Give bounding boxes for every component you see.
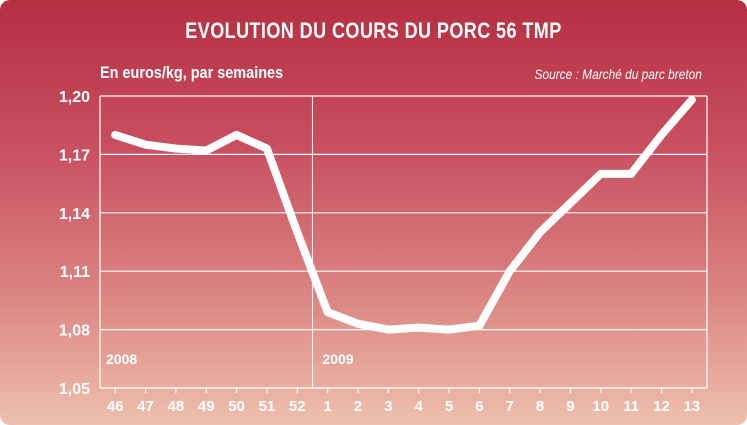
x-tick-label: 47 — [137, 398, 154, 415]
x-tick-label: 48 — [168, 398, 185, 415]
y-tick-label: 1,14 — [59, 206, 90, 223]
x-tick-label: 1 — [323, 398, 331, 415]
y-tick-label: 1,17 — [59, 147, 90, 164]
chart-title: EVOLUTION DU COURS DU PORC 56 TMP — [185, 18, 562, 43]
x-tick-label: 8 — [536, 398, 544, 415]
x-tick-label: 49 — [198, 398, 215, 415]
year-label: 2008 — [106, 351, 137, 367]
x-tick-label: 50 — [228, 398, 245, 415]
x-tick-label: 13 — [683, 398, 700, 415]
y-axis-unit-label: En euros/kg, par semaines — [100, 63, 284, 82]
x-tick-label: 2 — [354, 398, 362, 415]
source-label: Source : Marché du parc breton — [534, 66, 702, 82]
y-tick-label: 1,11 — [60, 264, 90, 281]
x-tick-label: 11 — [623, 398, 639, 415]
x-tick-label: 9 — [566, 398, 574, 415]
x-tick-label: 12 — [653, 398, 670, 415]
series-line — [111, 95, 696, 334]
year-label: 2009 — [322, 351, 353, 367]
y-tick-label: 1,20 — [59, 89, 90, 106]
x-tick-label: 7 — [506, 398, 514, 415]
x-tick-label: 5 — [445, 398, 453, 415]
x-tick-label: 3 — [384, 398, 392, 415]
x-tick-label: 6 — [475, 398, 483, 415]
x-tick-label: 10 — [592, 398, 609, 415]
x-tick-label: 46 — [107, 398, 124, 415]
y-tick-label: 1,08 — [59, 323, 90, 340]
x-tick-label: 52 — [289, 398, 306, 415]
x-tick-label: 51 — [259, 398, 276, 415]
y-tick-label: 1,05 — [59, 381, 90, 398]
x-tick-label: 4 — [415, 398, 424, 415]
